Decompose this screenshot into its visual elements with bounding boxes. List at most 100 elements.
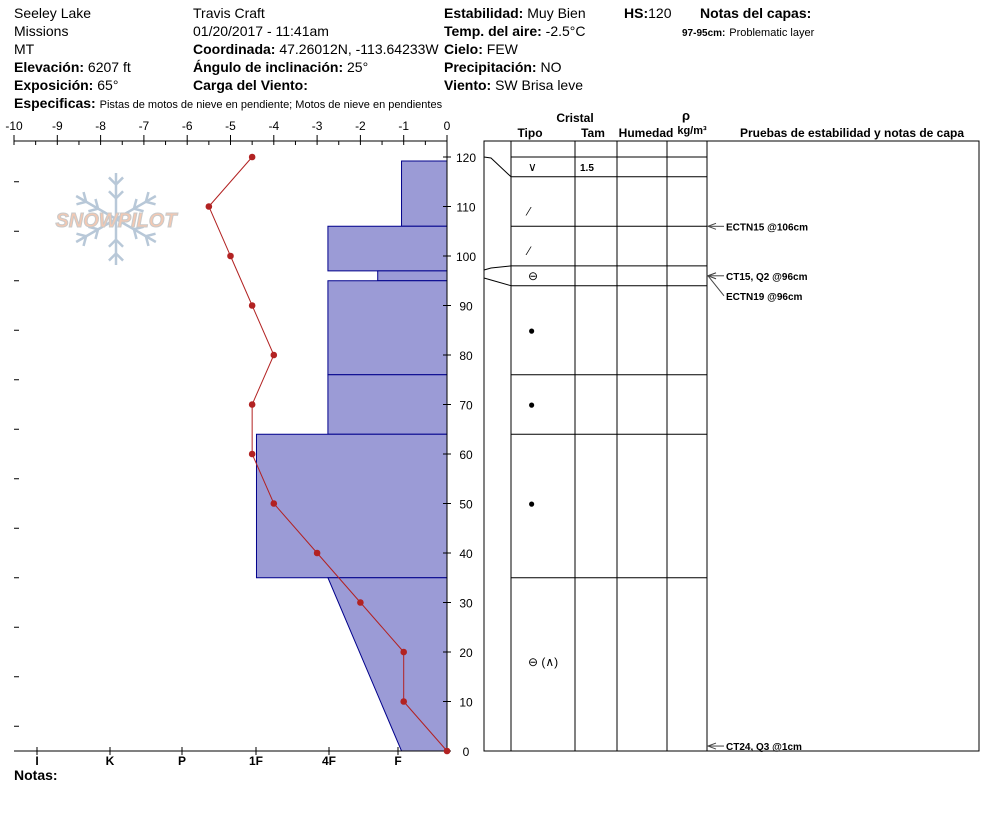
snowflake-arm <box>115 217 157 244</box>
snowflake-icon <box>75 173 157 265</box>
depth-tick-label: 100 <box>456 250 476 264</box>
notes-label: Notas: <box>14 767 58 783</box>
header-crystal: Cristal <box>556 111 593 125</box>
snowflake-branch <box>94 229 100 240</box>
grain-type: ⊖ <box>528 269 538 283</box>
hardness-layer <box>327 280 448 376</box>
depth-tick-label: 60 <box>459 448 473 462</box>
stability-value: Muy Bien <box>527 5 586 21</box>
coordinate: Coordinada: 47.26012N, -113.64233W <box>193 40 439 58</box>
range: Missions <box>14 23 69 39</box>
temp-tick-label: 0 <box>444 119 451 133</box>
temp-point <box>270 351 278 359</box>
snowflake-branch <box>132 229 138 240</box>
snowflake-branch <box>115 252 124 262</box>
location: Seeley Lake <box>14 5 92 21</box>
hardness-layer <box>401 160 448 227</box>
hardness-tick-label: 1F <box>249 754 263 768</box>
layer-notes-title: Notas del capas: <box>700 4 811 22</box>
table-frame <box>483 140 980 752</box>
specifics-label: Especificas: <box>14 95 96 111</box>
snowflake-branch <box>144 191 150 203</box>
hardness-tick-label: F <box>394 754 401 768</box>
wind-load: Carga del Viento: <box>193 76 308 94</box>
specifics-value: Pistas de motos de nieve en pendiente; M… <box>99 99 443 111</box>
test-arrow-line <box>707 275 725 297</box>
snowflake-branch <box>76 200 87 206</box>
snowpilot-logo: SNOWPILOT <box>55 173 179 265</box>
grain-type: ● <box>528 323 535 337</box>
snowflake-arm <box>75 194 117 221</box>
depth-tick-label: 0 <box>463 745 470 759</box>
header-type: Tipo <box>517 126 542 140</box>
hs-label: HS: <box>624 5 649 21</box>
depth-tick-label: 10 <box>459 696 473 710</box>
snowflake-branch <box>115 190 124 200</box>
snowflake-branch <box>108 252 117 262</box>
layer-note: 97-95cm: Problematic layer <box>682 22 814 43</box>
grain-size: 1.5 <box>580 163 594 174</box>
test-arrow-head <box>706 272 717 280</box>
snowflake-branch <box>115 238 124 248</box>
wind-load-label: Carga del Viento: <box>193 77 308 93</box>
depth-tick-label: 80 <box>459 349 473 363</box>
snowflake-branch <box>76 232 87 238</box>
wind-value: SW Brisa leve <box>495 77 584 93</box>
grain-type: ∨ <box>528 160 537 174</box>
temp-tick-label: -6 <box>182 119 193 133</box>
snowflake-branch <box>132 198 138 209</box>
hardness-layer <box>327 374 448 435</box>
notes: Notas: <box>14 766 58 784</box>
stability-test-label: CT15, Q2 @96cm <box>726 272 808 283</box>
air-temp-label: Temp. del aire: <box>444 23 542 39</box>
snowflake-branch <box>108 190 117 200</box>
depth-tick-label: 110 <box>456 201 475 215</box>
layer-table: Cristal Tipo Tam Humedad ρ kg/m³ Pruebas de es… <box>483 108 980 752</box>
temp-point <box>248 450 256 458</box>
elevation-label: Elevación: <box>14 59 85 75</box>
layer-connector <box>483 265 512 271</box>
depth-tick-label: 40 <box>459 547 473 561</box>
temp-point <box>205 203 213 210</box>
header-density-symbol: ρ <box>682 108 690 123</box>
depth-tick-label: 30 <box>459 597 473 611</box>
specifics: Especificas: Pistas de motos de nieve en… <box>14 94 442 114</box>
elevation: Elevación: 6207 ft <box>14 58 131 76</box>
layer-note-range: 97-95cm: <box>682 28 726 39</box>
slope-label: Ángulo de inclinación: <box>193 59 344 75</box>
hs: HS:120 <box>624 4 671 22</box>
aspect-value: 65° <box>97 77 119 93</box>
hardness-tick-label: 4F <box>322 754 336 768</box>
snowflake-branch <box>88 207 99 213</box>
temp-point <box>357 599 364 606</box>
stability: Estabilidad: Muy Bien <box>444 4 586 22</box>
header-tests: Pruebas de estabilidad y notas de capa <box>740 126 964 140</box>
temp-point <box>227 252 234 260</box>
depth-tick-label: 70 <box>459 399 473 413</box>
test-arrow-head <box>706 222 717 230</box>
hardness-layer <box>327 225 448 272</box>
temp-point <box>400 698 408 705</box>
header-density-units: kg/m³ <box>677 125 707 137</box>
precipitation: Precipitación: NO <box>444 58 561 76</box>
temp-tick-label: -3 <box>312 119 323 133</box>
layer-connector <box>483 277 512 287</box>
grain-type: ● <box>528 497 535 511</box>
air-temp: Temp. del aire: -2.5°C <box>444 22 586 40</box>
snowflake-branch <box>82 235 88 247</box>
wind-label: Viento: <box>444 77 492 93</box>
temp-point <box>313 549 321 557</box>
depth-tick-label: 50 <box>459 498 473 512</box>
air-temp-value: -2.5°C <box>545 23 586 39</box>
temp-point <box>400 648 408 656</box>
grain-type: ⁄ <box>525 204 532 218</box>
layer-connector <box>483 156 512 178</box>
hardness-tick-label: K <box>106 754 115 768</box>
hs-value: 120 <box>648 5 672 21</box>
temperature-axes: -10 -9 -8 -7 -6 -5 -4 -3 -2 -1 0010203040506070809… <box>5 119 476 768</box>
grain-type: ⁄ <box>525 244 532 258</box>
observer: Travis Craft <box>193 5 265 21</box>
coord-label: Coordinada: <box>193 41 276 57</box>
temp-tick-label: -8 <box>95 119 106 133</box>
